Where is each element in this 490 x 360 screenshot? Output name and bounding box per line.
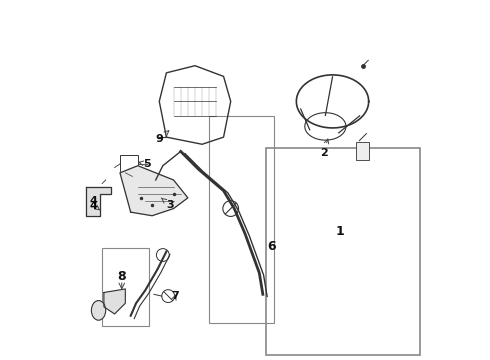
Text: 3: 3 (161, 198, 174, 210)
Ellipse shape (92, 301, 106, 320)
Text: 6: 6 (268, 240, 276, 253)
Text: 8: 8 (118, 270, 126, 283)
Text: 1: 1 (335, 225, 344, 238)
Bar (209, 116, 273, 323)
Bar (120, 155, 138, 173)
Bar (267, 148, 420, 355)
Bar (356, 143, 369, 160)
Text: 4: 4 (89, 197, 97, 206)
Text: 5: 5 (139, 159, 150, 169)
Text: 4: 4 (90, 201, 100, 211)
Polygon shape (86, 187, 111, 216)
Text: 9: 9 (155, 131, 169, 144)
Polygon shape (120, 166, 188, 216)
Polygon shape (104, 289, 125, 314)
Text: 7: 7 (172, 291, 179, 301)
Text: 2: 2 (319, 139, 329, 158)
Bar (102, 248, 148, 327)
